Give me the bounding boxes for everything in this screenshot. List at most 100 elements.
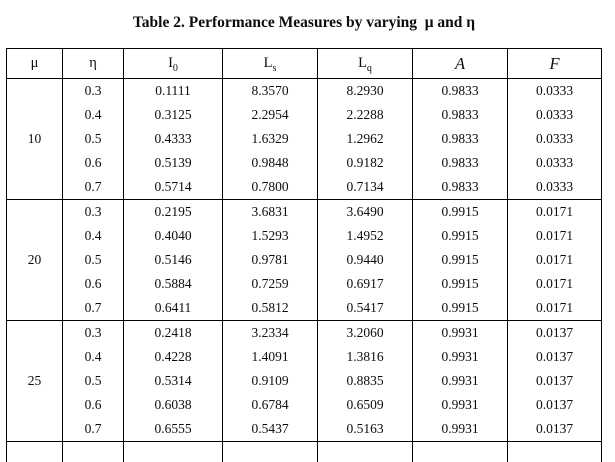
I0-value: 0.5314 <box>154 373 192 388</box>
eta-value: 0.6 <box>84 155 102 170</box>
table-body: 10 0.3 0.4 0.5 0.6 0.7 0.1111 0.3125 0.4333 0.513… <box>6 79 602 442</box>
I0-value: 0.5146 <box>154 252 192 267</box>
A-column-values: 0.9833 0.9833 0.9833 0.9833 0.9833 <box>412 79 507 199</box>
A-value: 0.9931 <box>441 397 479 412</box>
table-block-mu-20: 20 0.3 0.4 0.5 0.6 0.7 0.2195 0.4040 0.5146 0.588… <box>6 200 602 321</box>
eta-value: 0.3 <box>84 325 102 340</box>
table-block-mu-10: 10 0.3 0.4 0.5 0.6 0.7 0.1111 0.3125 0.4333 0.513… <box>6 79 602 200</box>
F-value: 0.0171 <box>535 276 574 291</box>
F-value: 0.0171 <box>535 300 574 315</box>
Lq-subscript: q <box>366 62 372 74</box>
Ls-value: 1.4091 <box>251 349 289 364</box>
Lq-value: 1.4952 <box>346 228 384 243</box>
Ls-value: 0.7259 <box>251 276 289 291</box>
cutoff-cell <box>317 442 412 462</box>
I0-symbol: I <box>168 55 173 71</box>
Ls-value: 0.5812 <box>251 300 289 315</box>
cutoff-cell <box>222 442 317 462</box>
eta-value: 0.7 <box>84 300 102 315</box>
I0-value: 0.4333 <box>154 131 192 146</box>
col-header-I0: I0 <box>123 49 222 78</box>
I0-value: 0.6411 <box>154 300 192 315</box>
Lq-value: 0.9440 <box>346 252 384 267</box>
A-value: 0.9833 <box>441 179 479 194</box>
I0-value: 0.6555 <box>154 421 192 436</box>
I0-value: 0.4228 <box>154 349 192 364</box>
eta-column-values: 0.3 0.4 0.5 0.6 0.7 <box>62 79 123 199</box>
A-value: 0.9915 <box>441 204 479 219</box>
Ls-value: 3.6831 <box>251 204 289 219</box>
F-value: 0.0333 <box>535 155 574 170</box>
A-column-values: 0.9915 0.9915 0.9915 0.9915 0.9915 <box>412 200 507 320</box>
Ls-value: 0.9781 <box>251 252 289 267</box>
I0-subscript: 0 <box>172 62 178 74</box>
A-value: 0.9915 <box>441 252 479 267</box>
Ls-column-values: 3.2334 1.4091 0.9109 0.6784 0.5437 <box>222 321 317 441</box>
col-header-availability: A <box>412 49 507 78</box>
Lq-value: 3.2060 <box>346 325 384 340</box>
mu-value: 25 <box>6 321 62 441</box>
F-value: 0.0137 <box>535 325 574 340</box>
I0-value: 0.2195 <box>154 204 192 219</box>
eta-column-values: 0.3 0.4 0.5 0.6 0.7 <box>62 321 123 441</box>
A-value: 0.9931 <box>441 349 479 364</box>
Ls-value: 0.9109 <box>251 373 289 388</box>
I0-value: 0.6038 <box>154 397 192 412</box>
F-value: 0.0137 <box>535 373 574 388</box>
A-value: 0.9915 <box>441 300 479 315</box>
script-F-symbol: F <box>549 54 560 73</box>
A-value: 0.9931 <box>441 325 479 340</box>
A-value: 0.9915 <box>441 276 479 291</box>
Ls-value: 0.5437 <box>251 421 289 436</box>
Lq-value: 2.2288 <box>346 107 384 122</box>
I0-value: 0.5884 <box>154 276 192 291</box>
Ls-value: 3.2334 <box>251 325 289 340</box>
eta-column-values: 0.3 0.4 0.5 0.6 0.7 <box>62 200 123 320</box>
Lq-value: 0.7134 <box>346 179 384 194</box>
header-row: μ η I0 Ls Lq A F <box>6 49 602 79</box>
eta-value: 0.7 <box>84 421 102 436</box>
Lq-symbol: L <box>358 55 367 71</box>
I0-column-values: 0.2418 0.4228 0.5314 0.6038 0.6555 <box>123 321 222 441</box>
eta-value: 0.6 <box>84 397 102 412</box>
Ls-value: 8.3570 <box>251 83 289 98</box>
I0-value: 0.5139 <box>154 155 192 170</box>
A-column-values: 0.9931 0.9931 0.9931 0.9931 0.9931 <box>412 321 507 441</box>
eta-value: 0.5 <box>84 373 102 388</box>
col-header-mu: μ <box>6 49 62 78</box>
Lq-value: 0.6917 <box>346 276 384 291</box>
table-title: Table 2. Performance Measures by varying… <box>132 14 476 31</box>
F-value: 0.0333 <box>535 83 574 98</box>
cutoff-row <box>6 442 602 462</box>
F-column-values: 0.0171 0.0171 0.0171 0.0171 0.0171 <box>507 200 602 320</box>
I0-value: 0.2418 <box>154 325 192 340</box>
I0-value: 0.3125 <box>154 107 192 122</box>
mu-symbol: μ <box>30 55 39 71</box>
I0-value: 0.1111 <box>155 83 191 98</box>
col-header-Ls: Ls <box>222 49 317 78</box>
Lq-column-values: 3.2060 1.3816 0.8835 0.6509 0.5163 <box>317 321 412 441</box>
F-value: 0.0333 <box>535 131 574 146</box>
A-value: 0.9833 <box>441 107 479 122</box>
eta-value: 0.4 <box>84 228 102 243</box>
I0-value: 0.4040 <box>154 228 192 243</box>
eta-value: 0.3 <box>84 204 102 219</box>
Ls-value: 0.6784 <box>251 397 289 412</box>
Ls-subscript: s <box>272 62 277 74</box>
col-header-eta: η <box>62 49 123 78</box>
col-header-Lq: Lq <box>317 49 412 78</box>
A-value: 0.9833 <box>441 131 479 146</box>
Ls-value: 0.9848 <box>251 155 289 170</box>
Lq-value: 0.8835 <box>346 373 384 388</box>
Lq-value: 1.3816 <box>346 349 384 364</box>
F-column-values: 0.0137 0.0137 0.0137 0.0137 0.0137 <box>507 321 602 441</box>
A-value: 0.9833 <box>441 83 479 98</box>
A-value: 0.9931 <box>441 373 479 388</box>
Ls-symbol: L <box>263 55 273 71</box>
mu-value: 10 <box>6 79 62 199</box>
eta-value: 0.4 <box>84 107 102 122</box>
cutoff-cell <box>62 442 123 462</box>
Lq-column-values: 3.6490 1.4952 0.9440 0.6917 0.5417 <box>317 200 412 320</box>
Lq-value: 0.5417 <box>346 300 384 315</box>
A-value: 0.9915 <box>441 228 479 243</box>
